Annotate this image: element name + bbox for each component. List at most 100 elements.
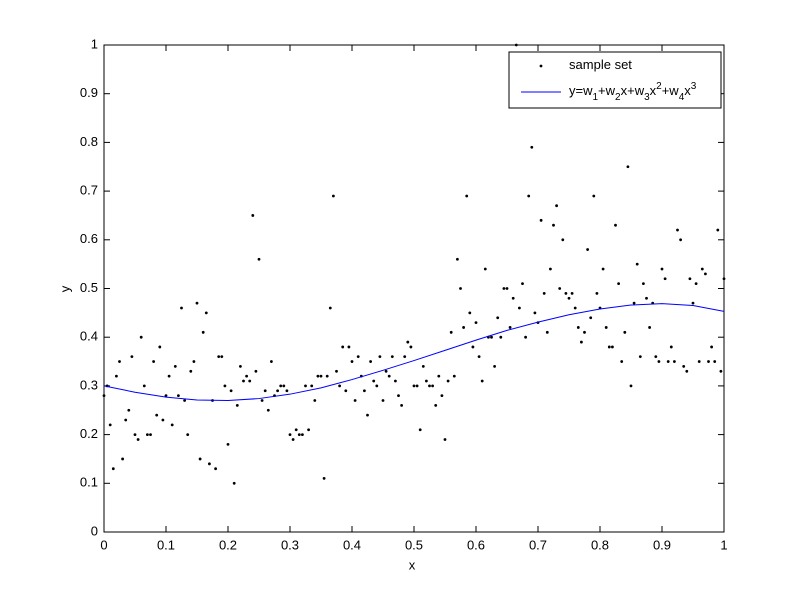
point	[601, 267, 605, 271]
point	[524, 335, 527, 339]
point	[375, 384, 379, 388]
y-tick-label: 0.5	[80, 280, 98, 295]
point	[226, 442, 230, 446]
point	[468, 311, 472, 315]
point	[685, 369, 689, 373]
point	[694, 282, 698, 286]
point	[235, 403, 239, 407]
point	[260, 399, 264, 402]
point	[580, 340, 583, 344]
point	[449, 330, 453, 334]
point	[490, 335, 493, 339]
y-tick-label: 0.4	[80, 329, 98, 344]
x-tick-label: 0.5	[405, 537, 423, 552]
point	[418, 428, 422, 432]
point	[356, 355, 360, 359]
point	[428, 384, 431, 388]
point	[378, 355, 382, 359]
x-tick-label: 0.3	[281, 537, 299, 552]
point	[483, 267, 487, 271]
point	[555, 204, 558, 208]
point	[121, 457, 124, 461]
point	[592, 194, 596, 198]
y-tick-label: 1	[91, 36, 98, 51]
point	[177, 394, 180, 398]
point	[245, 374, 249, 378]
point	[604, 326, 608, 329]
point	[130, 355, 134, 359]
point	[390, 355, 394, 359]
point	[638, 355, 642, 359]
point	[139, 335, 143, 339]
point	[642, 282, 645, 286]
point	[700, 267, 704, 271]
x-tick-label: 0.8	[591, 537, 609, 552]
point	[545, 330, 549, 334]
plot-area	[104, 45, 724, 532]
point	[425, 379, 428, 383]
point	[183, 399, 187, 402]
point	[186, 433, 190, 436]
point	[400, 403, 403, 407]
point	[310, 384, 314, 388]
point	[384, 369, 388, 373]
point	[446, 379, 450, 383]
point	[607, 345, 611, 349]
point	[279, 384, 283, 388]
point	[617, 282, 620, 286]
point	[629, 384, 633, 388]
point	[118, 360, 121, 363]
point	[316, 374, 320, 378]
point	[514, 43, 518, 47]
point	[459, 287, 462, 290]
point	[496, 316, 500, 320]
point	[155, 413, 159, 417]
point	[409, 345, 413, 349]
legend-marker	[539, 64, 543, 68]
point	[673, 360, 676, 363]
point	[564, 291, 568, 295]
point	[539, 218, 543, 222]
point	[437, 374, 441, 378]
point	[328, 306, 332, 310]
point	[508, 326, 512, 329]
point	[421, 365, 425, 368]
point	[707, 360, 710, 363]
point	[527, 194, 531, 198]
point	[363, 389, 366, 393]
point	[301, 433, 304, 436]
point	[335, 369, 338, 373]
point	[353, 399, 357, 402]
point	[291, 438, 295, 441]
point	[716, 228, 720, 232]
y-tick-label: 0.9	[80, 85, 98, 100]
point	[220, 355, 224, 359]
point	[620, 360, 624, 363]
x-tick-label: 0.9	[653, 537, 671, 552]
point	[669, 345, 673, 349]
point	[204, 311, 208, 315]
point	[242, 379, 245, 383]
point	[666, 360, 670, 363]
point	[102, 394, 106, 398]
point	[341, 345, 345, 349]
point	[369, 360, 372, 363]
point	[583, 330, 586, 334]
point	[322, 477, 326, 480]
point	[660, 267, 664, 271]
point	[521, 282, 524, 286]
point	[152, 360, 156, 363]
point	[576, 326, 580, 329]
point	[332, 194, 335, 198]
point	[471, 345, 475, 349]
point	[239, 365, 242, 368]
legend-label: y=w1+w2x+w3x2+w4x3	[569, 81, 697, 103]
point	[676, 228, 679, 232]
point	[440, 394, 444, 398]
x-tick-label: 0.1	[157, 537, 175, 552]
point	[406, 340, 410, 344]
point	[493, 365, 496, 368]
point	[313, 399, 317, 402]
x-tick-label: 0.2	[219, 537, 237, 552]
point	[285, 389, 289, 393]
